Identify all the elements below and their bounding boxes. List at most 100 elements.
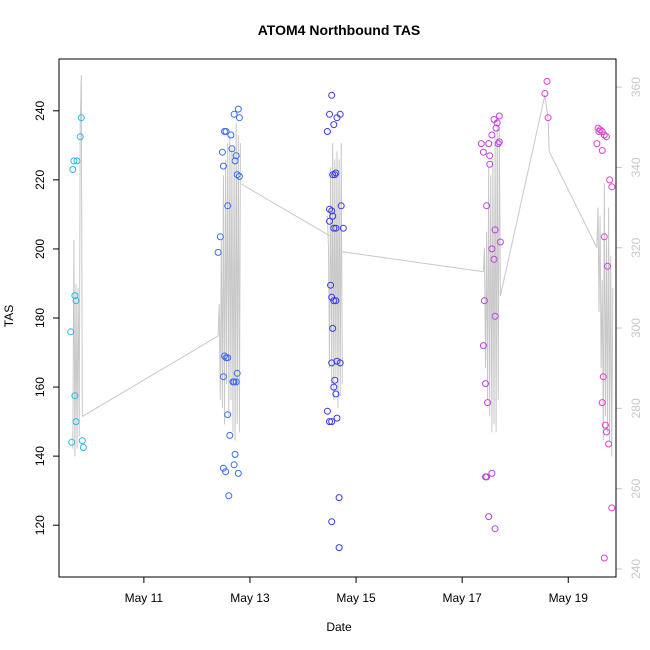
data-point	[326, 418, 333, 426]
tas-line-segment-5	[342, 251, 484, 273]
data-point	[224, 411, 232, 419]
data-point	[231, 157, 239, 165]
data-point	[332, 390, 340, 398]
data-point	[233, 369, 241, 377]
plot-frame	[58, 58, 617, 578]
data-point	[486, 160, 494, 168]
y-tick-label: 140	[33, 446, 47, 466]
tas-line-segment-3	[240, 183, 330, 237]
data-point	[599, 373, 607, 381]
data-point	[598, 399, 606, 407]
data-point	[235, 172, 243, 180]
data-point	[543, 77, 551, 85]
data-point	[234, 105, 242, 113]
tas-line-segment-9	[596, 183, 614, 457]
data-point	[488, 245, 496, 253]
data-point	[70, 157, 78, 165]
y2-tick-label: 260	[629, 478, 643, 498]
data-point	[76, 133, 84, 141]
data-point	[479, 342, 487, 350]
y-tick-label: 180	[33, 308, 47, 328]
data-point	[494, 140, 502, 148]
y-tick-label: 220	[33, 170, 47, 190]
data-point	[593, 140, 601, 148]
y-tick-label: 160	[33, 377, 47, 397]
data-point	[233, 171, 241, 179]
data-point	[226, 431, 234, 439]
data-point	[235, 114, 243, 122]
y2-tick-label: 300	[629, 318, 643, 338]
y2-tick-label: 340	[629, 157, 643, 177]
y-tick-label: 240	[33, 100, 47, 120]
data-point	[329, 324, 337, 332]
data-point	[339, 224, 347, 232]
data-point	[332, 169, 340, 177]
data-point	[234, 469, 242, 477]
data-point	[600, 233, 608, 241]
data-point	[335, 544, 343, 552]
tas-line-segment-7	[499, 94, 550, 297]
data-point	[495, 112, 503, 120]
data-point	[328, 293, 336, 301]
data-point	[488, 469, 496, 477]
tas-line-segment-8	[548, 151, 598, 248]
data-point	[72, 297, 80, 305]
chart-title: ATOM4 Northbound TAS	[258, 22, 421, 38]
data-point	[337, 202, 345, 210]
data-point	[600, 131, 608, 139]
y2-tick-label: 320	[629, 237, 643, 257]
data-point	[330, 297, 338, 305]
data-point	[600, 554, 608, 562]
data-point	[483, 202, 491, 210]
data-point	[330, 121, 338, 129]
data-point	[496, 238, 504, 246]
data-point	[603, 428, 610, 436]
data-point	[596, 126, 604, 134]
tas-line-segment-2	[217, 123, 241, 441]
data-point	[328, 207, 336, 215]
data-point	[68, 438, 76, 446]
data-point	[608, 183, 616, 191]
data-point	[328, 91, 336, 99]
data-point	[214, 248, 222, 256]
data-point	[608, 504, 616, 512]
x-tick-label: May 19	[549, 591, 589, 605]
data-point	[598, 147, 606, 154]
data-point	[230, 378, 238, 386]
data-point	[231, 450, 239, 458]
data-point	[495, 138, 503, 146]
data-point	[323, 407, 331, 415]
data-point	[604, 262, 611, 270]
x-tick-label: May 13	[230, 591, 270, 605]
y2-tick-label: 240	[629, 559, 643, 579]
scatter-points	[67, 77, 616, 562]
data-point	[606, 176, 614, 184]
tas-line-segment-4	[326, 143, 343, 409]
data-point	[488, 131, 496, 139]
x-tick-label: May 15	[336, 591, 376, 605]
data-point	[331, 171, 339, 179]
data-point	[228, 145, 236, 153]
y2-tick-label: 280	[629, 398, 643, 418]
data-point	[224, 202, 232, 210]
x-axis-label: Date	[326, 620, 352, 634]
data-point	[222, 468, 230, 476]
data-point	[594, 124, 602, 132]
data-point	[603, 133, 610, 141]
data-point	[326, 205, 333, 213]
data-point	[219, 373, 227, 381]
data-point	[222, 128, 230, 135]
data-point	[224, 354, 232, 362]
data-point	[216, 233, 224, 241]
data-point	[328, 518, 336, 526]
data-point	[73, 157, 81, 165]
y2-tick-label: 360	[629, 77, 643, 97]
data-point	[69, 166, 77, 173]
data-point	[328, 418, 336, 426]
axes: May 11 May 13 May 15 May 17 May 19 120 140 160 1…	[33, 77, 643, 605]
data-point	[336, 359, 344, 367]
x-tick-label: May 17	[442, 591, 482, 605]
data-point	[326, 110, 333, 118]
data-point	[71, 392, 79, 400]
